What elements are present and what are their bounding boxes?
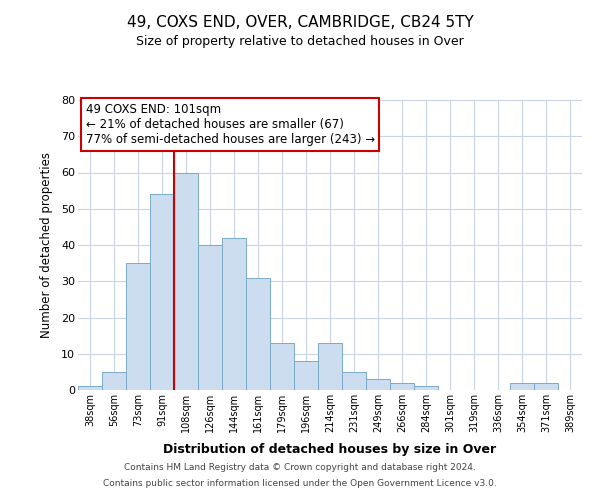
Bar bbox=[174, 172, 198, 390]
Text: 49, COXS END, OVER, CAMBRIDGE, CB24 5TY: 49, COXS END, OVER, CAMBRIDGE, CB24 5TY bbox=[127, 15, 473, 30]
Bar bbox=[222, 238, 246, 390]
Bar bbox=[414, 386, 438, 390]
Y-axis label: Number of detached properties: Number of detached properties bbox=[40, 152, 53, 338]
Text: Contains public sector information licensed under the Open Government Licence v3: Contains public sector information licen… bbox=[103, 478, 497, 488]
Bar bbox=[246, 278, 270, 390]
Text: Contains HM Land Registry data © Crown copyright and database right 2024.: Contains HM Land Registry data © Crown c… bbox=[124, 464, 476, 472]
Text: Size of property relative to detached houses in Over: Size of property relative to detached ho… bbox=[136, 35, 464, 48]
Bar bbox=[78, 386, 102, 390]
X-axis label: Distribution of detached houses by size in Over: Distribution of detached houses by size … bbox=[163, 443, 497, 456]
Bar bbox=[534, 383, 558, 390]
Bar bbox=[150, 194, 174, 390]
Bar bbox=[102, 372, 126, 390]
Text: 49 COXS END: 101sqm
← 21% of detached houses are smaller (67)
77% of semi-detach: 49 COXS END: 101sqm ← 21% of detached ho… bbox=[86, 103, 374, 146]
Bar bbox=[510, 383, 534, 390]
Bar bbox=[342, 372, 366, 390]
Bar bbox=[366, 379, 390, 390]
Bar bbox=[390, 383, 414, 390]
Bar bbox=[270, 343, 294, 390]
Bar bbox=[198, 245, 222, 390]
Bar bbox=[126, 263, 150, 390]
Bar bbox=[294, 361, 318, 390]
Bar bbox=[318, 343, 342, 390]
